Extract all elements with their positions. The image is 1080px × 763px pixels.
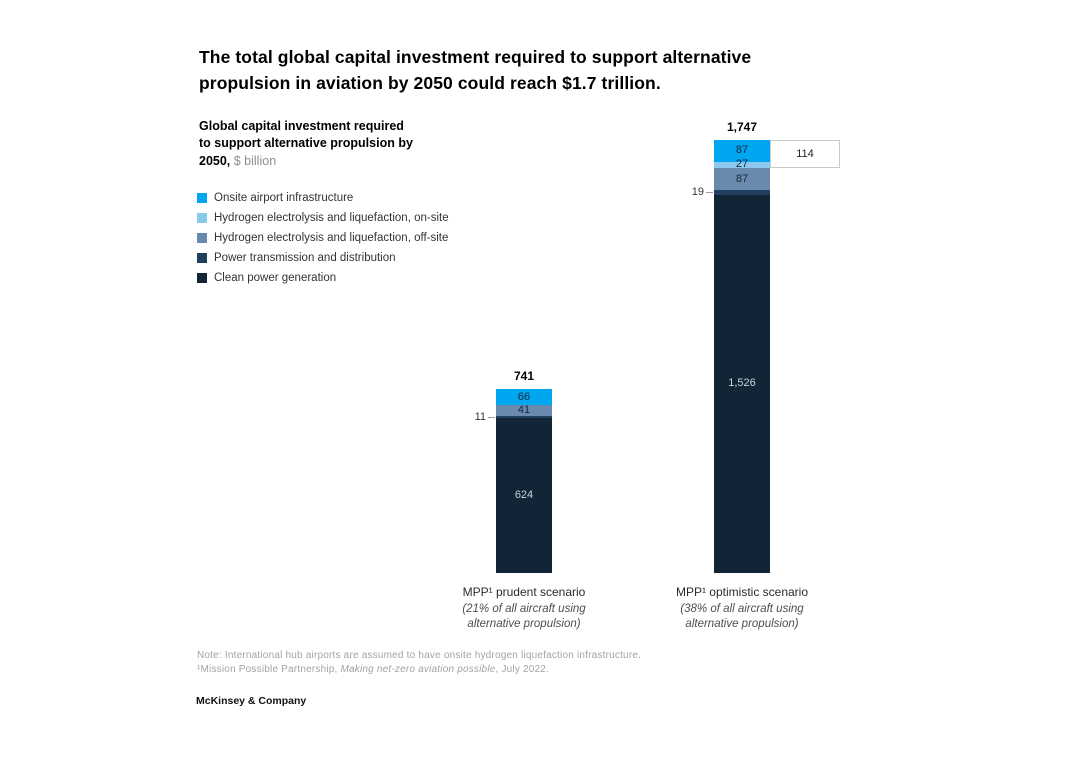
bar-segment: 87 — [714, 168, 770, 190]
bar-segment: 624 — [496, 418, 552, 573]
segment-value-label-outside: 11 — [474, 410, 486, 423]
category-name: MPP¹ optimistic scenario — [675, 585, 809, 599]
segment-value-label: 66 — [517, 390, 531, 403]
bar-total-label: 741 — [513, 368, 535, 383]
segment-value-label: 87 — [735, 172, 749, 185]
legend-label: Hydrogen electrolysis and liquefaction, … — [214, 232, 449, 244]
chart-unit-label: $ billion — [230, 153, 277, 168]
legend-swatch-icon — [197, 253, 207, 263]
segment-value-label: 624 — [514, 489, 534, 502]
bar-segment — [496, 415, 552, 419]
category-label: MPP¹ prudent scenario (21% of all aircraf… — [436, 585, 612, 631]
leader-line — [706, 192, 713, 194]
legend-swatch-icon — [197, 273, 207, 283]
bar-total-label: 1,747 — [726, 119, 758, 134]
category-subtext: (21% of all aircraft using alternative p… — [462, 602, 586, 630]
footnote-line1: Note: International hub airports are ass… — [197, 650, 642, 661]
bar-segment: 41 — [496, 403, 552, 416]
legend-item: Hydrogen electrolysis and liquefaction, … — [197, 228, 449, 248]
chart-subtitle: Global capital investment required to su… — [199, 118, 419, 170]
legend-item: Onsite airport infrastructure — [197, 188, 449, 208]
footnote-line2: ¹Mission Possible Partnership, Making ne… — [197, 663, 550, 675]
segment-value-label: 27 — [735, 158, 749, 171]
bar-segment: 66 — [496, 388, 552, 406]
category-label: MPP¹ optimistic scenario (38% of all airc… — [654, 585, 830, 631]
category-subtext: (38% of all aircraft using alternative p… — [680, 602, 804, 630]
leader-line — [488, 416, 495, 418]
legend: Onsite airport infrastructure Hydrogen el… — [197, 188, 449, 288]
bar-segment: 1,526 — [714, 194, 770, 573]
category-name: MPP¹ prudent scenario — [462, 585, 586, 599]
mckinsey-brand: McKinsey & Company — [196, 695, 307, 707]
legend-label: Power transmission and distribution — [214, 252, 396, 264]
legend-item: Clean power generation — [197, 268, 449, 288]
legend-label: Clean power generation — [214, 272, 337, 284]
page-title: The total global capital investment requ… — [199, 47, 752, 94]
segment-value-label: 1,526 — [728, 377, 756, 390]
chart-subtitle-bold: Global capital investment required to su… — [199, 119, 413, 168]
segment-value-label-outside: 19 — [691, 186, 704, 199]
segment-value-label: 41 — [517, 403, 531, 416]
bar-segment: 27 — [714, 158, 770, 171]
callout-box: 114 — [770, 139, 840, 169]
segment-value-label: 87 — [735, 144, 749, 157]
legend-swatch-icon — [197, 213, 207, 223]
legend-swatch-icon — [197, 193, 207, 203]
legend-item: Power transmission and distribution — [197, 248, 449, 268]
footnote: Note: International hub airports are ass… — [197, 649, 641, 676]
bar-segment — [714, 189, 770, 195]
legend-item: Hydrogen electrolysis and liquefaction, … — [197, 208, 449, 228]
legend-swatch-icon — [197, 233, 207, 243]
legend-label: Onsite airport infrastructure — [214, 192, 354, 204]
legend-label: Hydrogen electrolysis and liquefaction, … — [214, 212, 449, 224]
bar-segment: 87 — [714, 139, 770, 162]
